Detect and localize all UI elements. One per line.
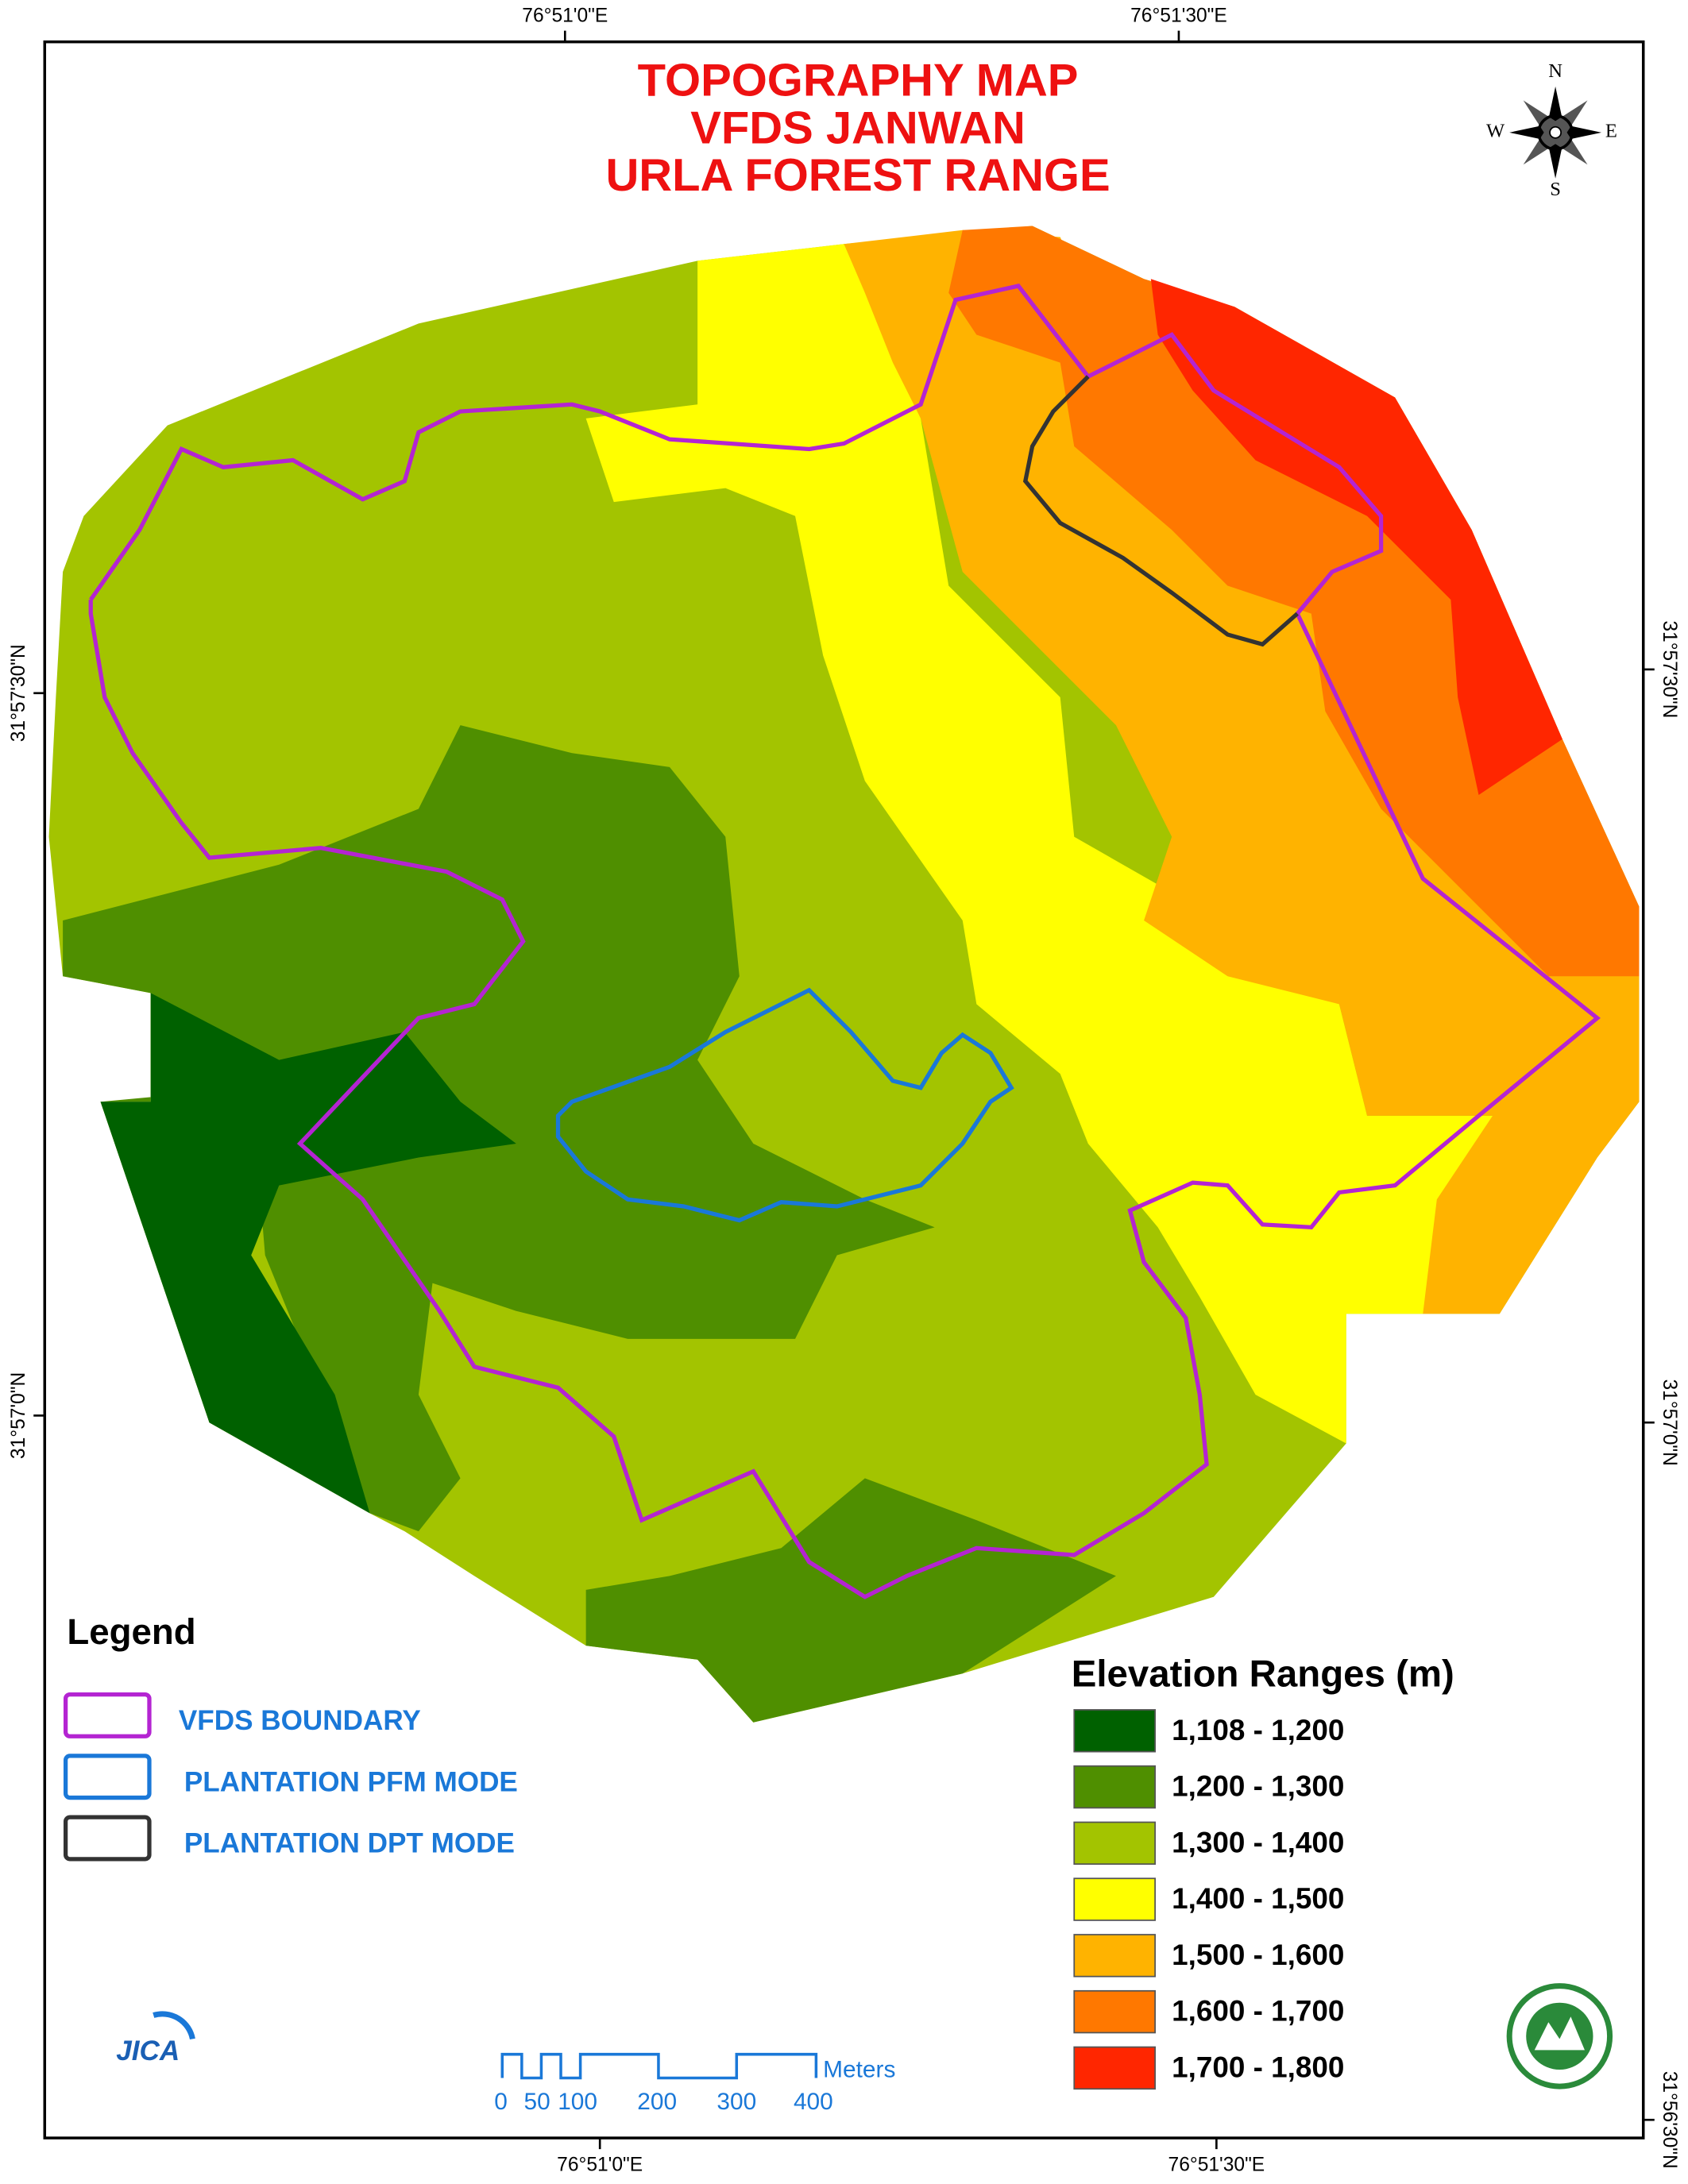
legend: VFDS BOUNDARY PLANTATION PFM MODE PLANTATI… <box>63 1692 518 1862</box>
elevation-label: 1,200 - 1,300 <box>1172 1770 1344 1803</box>
elevation-label: 1,700 - 1,800 <box>1172 2051 1344 2083</box>
elevation-swatch <box>1073 1765 1156 1809</box>
logo-text: JICA <box>116 2035 180 2066</box>
legend-symbol <box>63 1754 152 1800</box>
compass-letter: S <box>1550 179 1561 200</box>
scale-bar <box>500 2052 818 2080</box>
title: TOPOGRAPHY MAP VFDS JANWAN URLA FOREST R… <box>605 56 1110 201</box>
legend-symbol <box>63 1692 152 1738</box>
compass-letter: W <box>1486 120 1505 141</box>
scale-unit: Meters <box>823 2057 895 2083</box>
elevation-swatch <box>1073 1709 1156 1753</box>
scale-labels: 0 50 100 200 300 400 <box>494 2089 833 2115</box>
elevation-swatch <box>1073 1821 1156 1866</box>
elevation-label: 1,500 - 1,600 <box>1172 1939 1344 1971</box>
latitude-label: 31°57'30"N <box>1659 620 1680 718</box>
legend-symbol <box>63 1815 152 1862</box>
scale-label: 300 <box>717 2089 756 2115</box>
title-line: VFDS JANWAN <box>690 102 1026 153</box>
latitude-label: 31°56'30"N <box>1659 2071 1680 2169</box>
graticule-ticks <box>33 30 1655 2150</box>
legend-label: PLANTATION PFM MODE <box>184 1766 518 1797</box>
jica-logo: JICA <box>116 2011 195 2066</box>
elevation-swatch <box>1073 1877 1156 1921</box>
elevation-label: 1,108 - 1,200 <box>1172 1714 1344 1746</box>
elevation-label: 1,400 - 1,500 <box>1172 1882 1344 1915</box>
title-line: URLA FOREST RANGE <box>605 150 1110 201</box>
scale-label: 50 <box>524 2089 550 2115</box>
elevation-zone <box>100 993 516 1514</box>
title-line: TOPOGRAPHY MAP <box>638 56 1079 106</box>
elevation-swatch <box>1073 2046 1156 2090</box>
latitude-label: 31°57'0"N <box>1659 1379 1680 1466</box>
legend-label: PLANTATION DPT MODE <box>184 1828 515 1859</box>
elevation-zone <box>63 725 935 1532</box>
elevation-label: 1,300 - 1,400 <box>1172 1826 1344 1858</box>
elevation-zone <box>585 244 1493 1444</box>
north-arrow: N S W E <box>1486 60 1617 200</box>
scale-label: 0 <box>494 2089 508 2115</box>
legend-title: Legend <box>67 1611 195 1652</box>
scale-label: 200 <box>637 2089 677 2115</box>
elevation-swatch <box>1073 1934 1156 1978</box>
vfds-boundary <box>88 284 1601 1599</box>
elevation-zone <box>585 1478 1116 1723</box>
scale-label: 400 <box>794 2089 833 2115</box>
longitude-label: 76°51'30"E <box>1168 2155 1265 2176</box>
compass-letter: N <box>1548 60 1562 82</box>
elevation-swatch <box>1073 1989 1156 2034</box>
elevation-zone <box>1150 279 1562 795</box>
elevation-zone <box>948 226 1640 977</box>
latitude-label: 31°57'0"N <box>8 1372 29 1459</box>
elevation-legend: 1,108 - 1,200 1,200 - 1,300 1,300 - 1,400 1… <box>1073 1709 1344 2090</box>
compass-letter: E <box>1605 120 1617 141</box>
elevation-title: Elevation Ranges (m) <box>1072 1653 1454 1695</box>
dpt-plantation <box>1022 375 1299 647</box>
longitude-label: 76°51'0"E <box>557 2155 643 2176</box>
latitude-label: 31°57'30"N <box>8 644 29 742</box>
elevation-label: 1,600 - 1,700 <box>1172 1995 1344 2028</box>
longitude-label: 76°51'0"E <box>522 6 608 27</box>
pfm-plantation <box>555 987 1014 1223</box>
longitude-label: 76°51'30"E <box>1130 6 1227 27</box>
forest-logo <box>1506 1983 1613 2089</box>
legend-label: VFDS BOUNDARY <box>179 1705 421 1736</box>
scale-label: 100 <box>558 2089 597 2115</box>
